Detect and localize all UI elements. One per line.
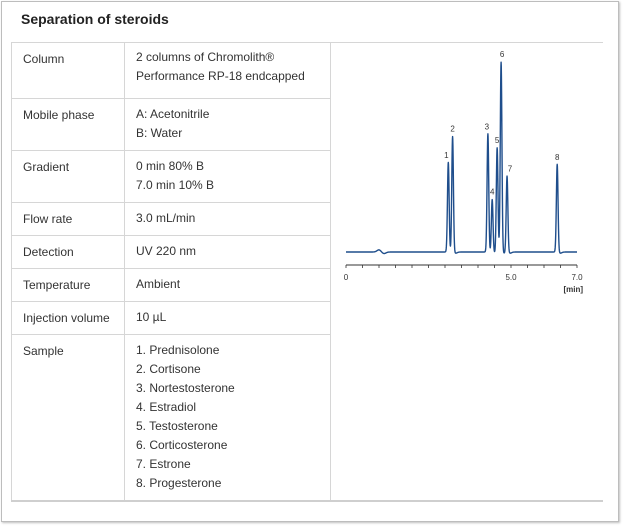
bottom-divider [11,500,603,502]
row-value-detection: UV 220 nm [136,242,196,261]
sample-item: 5. Testosterone [136,419,218,433]
x-tick-label: 0 [344,273,349,282]
row-label-mobile-phase: Mobile phase [23,108,95,122]
table-row-gradient: Gradient 0 min 80% B 7.0 min 10% B [11,151,331,203]
table-row-injection-volume: Injection volume 10 µL [11,302,331,335]
sample-item: 3. Nortestosterone [136,381,235,395]
peak-labels: 1 2 3 4 5 6 7 8 [444,50,560,197]
row-value-injection-volume: 10 µL [136,308,166,327]
row-value-mobile-phase: A: Acetonitrile B: Water [136,105,209,143]
row-label-injection-volume: Injection volume [23,311,110,325]
x-axis-unit-label: [min] [563,285,583,294]
sample-item: 4. Estradiol [136,400,197,414]
value-line: 0 min 80% B [136,159,205,173]
table-row-mobile-phase: Mobile phase A: Acetonitrile B: Water [11,99,331,151]
value-line: UV 220 nm [136,244,197,258]
row-value-column: 2 columns of Chromolith® Performance RP-… [136,48,305,86]
x-tick-label: 7.0 [571,273,583,282]
panel-title: Separation of steroids [21,11,169,27]
value-line: Ambient [136,277,181,291]
title-divider [11,42,603,43]
sample-item: 6. Corticosterone [136,438,228,452]
peak-label-2: 2 [450,125,455,134]
x-axis-ticks: 0 5.0 7.0 [344,265,583,282]
sample-item: 2. Cortisone [136,362,201,376]
peak-label-5: 5 [495,136,500,145]
row-value-sample: 1. Prednisolone 2. Cortisone 3. Nortesto… [136,341,235,493]
chromatogram-trace [345,61,578,255]
peak-label-3: 3 [485,123,490,132]
value-line: 7.0 min 10% B [136,178,215,192]
row-label-detection: Detection [23,245,74,259]
peak-label-4: 4 [490,188,495,197]
value-line: 3.0 mL/min [136,211,196,225]
row-label-gradient: Gradient [23,160,70,174]
peak-label-7: 7 [508,165,513,174]
chromatogram-chart: 1 2 3 4 5 6 7 8 0 5.0 7.0 [min] [344,50,584,294]
peak-label-6: 6 [500,50,505,59]
table-row-column: Column 2 columns of Chromolith® Performa… [11,42,331,99]
table-row-detection: Detection UV 220 nm [11,236,331,269]
table-column-divider [124,42,125,500]
value-line: Performance RP-18 endcapped [136,69,305,83]
value-line: 10 µL [136,310,167,324]
x-tick-label: 5.0 [505,273,517,282]
row-value-temperature: Ambient [136,275,180,294]
table-row-sample: Sample 1. Prednisolone 2. Cortisone 3. N… [11,335,331,500]
table-row-flow-rate: Flow rate 3.0 mL/min [11,203,331,236]
value-line: 2 columns of Chromolith® [136,50,275,64]
table-row-temperature: Temperature Ambient [11,269,331,302]
sample-item: 1. Prednisolone [136,343,220,357]
row-label-temperature: Temperature [23,278,91,292]
sample-item: 7. Estrone [136,457,191,471]
row-label-flow-rate: Flow rate [23,212,73,226]
peak-label-8: 8 [555,153,560,162]
row-label-column: Column [23,52,65,66]
value-line: B: Water [136,126,183,140]
conditions-table [11,42,331,500]
sample-item: 8. Progesterone [136,476,222,490]
peak-label-1: 1 [444,151,449,160]
row-label-sample: Sample [23,344,64,358]
row-value-flow-rate: 3.0 mL/min [136,209,195,228]
value-line: A: Acetonitrile [136,107,210,121]
row-value-gradient: 0 min 80% B 7.0 min 10% B [136,157,214,195]
